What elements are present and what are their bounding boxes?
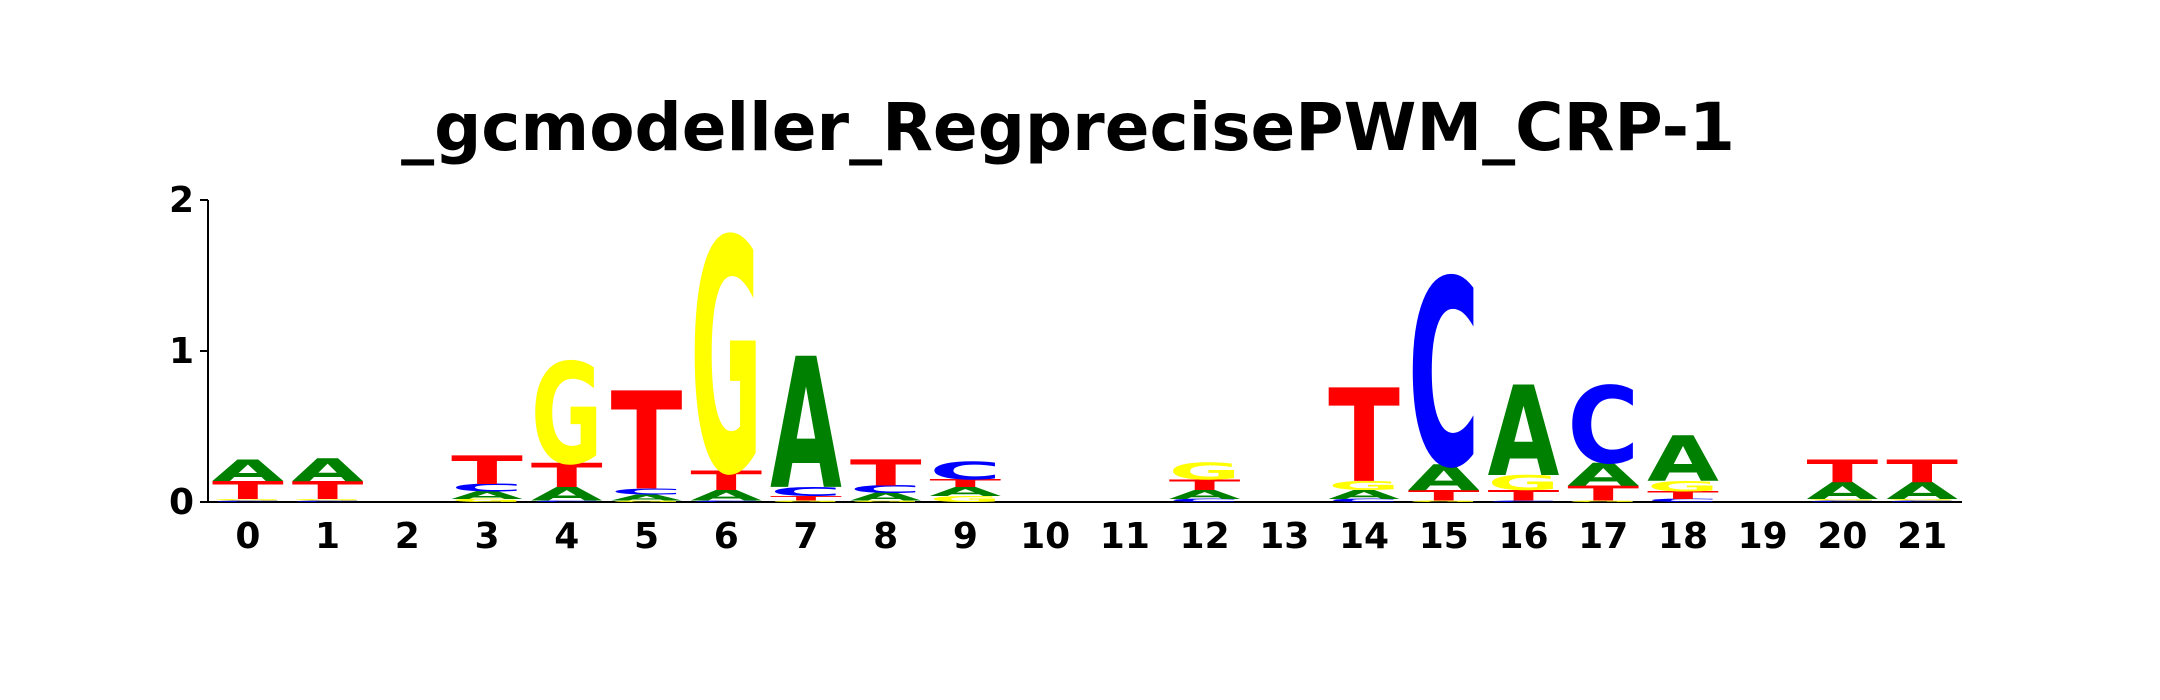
x-tick-label: 9 — [953, 516, 978, 557]
logo-letter-T: T — [1886, 454, 1958, 490]
x-tick-label: 3 — [475, 516, 500, 557]
logo-letter-A: A — [531, 483, 603, 505]
logo-letter-C: C — [451, 482, 523, 494]
logo-letter-C: C — [1886, 500, 1958, 502]
logo-letter-T: T — [770, 495, 842, 502]
logo-letter-G: G — [1169, 459, 1241, 485]
logo-letter-T: T — [1169, 476, 1241, 493]
y-tick-label: 0 — [169, 482, 194, 523]
logo-letter-A: A — [611, 493, 683, 503]
x-tick-labels: 0 1 2 3 4 5 6 7 8 9 10 11 12 13 14 15 16 17 18 19 20 21 — [235, 516, 1947, 557]
logo-letter-G: G — [1488, 471, 1560, 495]
x-tick-label: 5 — [634, 516, 659, 557]
logo-letter-T: T — [1408, 487, 1480, 504]
logo-letter-T: T — [451, 447, 523, 493]
logo-letter-C: C — [770, 485, 842, 499]
logo-letter-G: G — [1408, 500, 1480, 502]
logo-letter-A: A — [930, 485, 1002, 499]
logo-letter-A: A — [1647, 423, 1719, 495]
logo-letter-G: G — [1647, 478, 1719, 495]
logo-letter-T: T — [850, 453, 922, 494]
x-tick-label: 16 — [1498, 516, 1548, 557]
logo-letter-C: C — [930, 456, 1002, 485]
axes — [200, 199, 1962, 503]
x-tick-label: 13 — [1259, 516, 1309, 557]
logo-letter-A: A — [1408, 457, 1480, 498]
logo-letter-C: C — [1567, 365, 1639, 487]
logo-letter-C: C — [611, 487, 683, 497]
x-tick-label: 18 — [1658, 516, 1708, 557]
logo-letter-G: G — [292, 499, 364, 501]
logo-letter-G: G — [1328, 478, 1400, 493]
logo-letter-A: A — [1488, 359, 1560, 504]
x-tick-label: 10 — [1020, 516, 1070, 557]
logo-letter-C: C — [690, 500, 762, 502]
chart-title: _gcmodeller_RegprecisePWM_CRP-1 — [401, 89, 1735, 166]
logo-letter-A: A — [212, 454, 284, 488]
logo-letter-A: A — [1807, 478, 1879, 505]
logo-letter-A: A — [690, 487, 763, 504]
y-tick-label: 2 — [169, 180, 194, 221]
logo-letter-C: C — [1328, 498, 1400, 503]
x-tick-label: 6 — [714, 516, 739, 557]
logo-letter-T: T — [212, 476, 284, 505]
logo-letter-A: A — [1886, 478, 1958, 505]
x-tick-label: 14 — [1339, 516, 1389, 557]
logo-letter-A: A — [1328, 488, 1400, 502]
y-tick-label: 1 — [169, 331, 194, 372]
logo-letter-G: G — [690, 174, 762, 546]
x-tick-label: 20 — [1817, 516, 1867, 557]
x-tick-label: 8 — [873, 516, 898, 557]
logo-letter-C: C — [1488, 500, 1560, 502]
logo-letter-T: T — [690, 465, 762, 496]
logo-letter-A: A — [292, 453, 364, 489]
logo-letter-C: C — [850, 483, 922, 495]
logo-letter-A: A — [1567, 457, 1639, 493]
x-tick-label: 7 — [793, 516, 818, 557]
logo-letter-G: G — [770, 500, 842, 502]
logo-letter-T: T — [1807, 454, 1879, 490]
x-tick-label: 21 — [1897, 516, 1947, 557]
logo-letter-T: T — [1567, 481, 1639, 505]
logo-letter-T: T — [611, 365, 683, 521]
logo-letter-T: T — [1647, 489, 1719, 501]
logo-letter-C: C — [1408, 226, 1480, 525]
logo-letter-G: G — [212, 499, 284, 501]
logo-letter-T: T — [1488, 487, 1560, 504]
x-tick-label: 11 — [1100, 516, 1150, 557]
logo-letter-C: C — [1807, 500, 1879, 502]
logo-letter-T: T — [1328, 362, 1400, 512]
logo-letter-C: C — [1169, 498, 1241, 503]
logo-letter-C: C — [212, 500, 284, 502]
logo-letter-G: G — [1886, 499, 1958, 501]
y-tick-labels: 0 1 2 — [169, 180, 194, 523]
x-tick-label: 17 — [1578, 516, 1628, 557]
logo-letter-C: C — [1647, 498, 1719, 503]
x-tick-label: 12 — [1180, 516, 1230, 557]
logo-letter-C: C — [531, 500, 603, 502]
logo-letter-A: A — [451, 489, 523, 501]
logo-letter-T: T — [531, 457, 603, 495]
logo-letter-A: A — [770, 320, 842, 530]
logo-letter-T: T — [292, 476, 364, 505]
x-tick-label: 2 — [395, 516, 420, 557]
x-tick-label: 19 — [1738, 516, 1788, 557]
logo-letter-G: G — [850, 500, 922, 502]
logo-letter-G: G — [451, 498, 523, 503]
logo-letter-G: G — [1807, 499, 1879, 501]
logo-letter-G: G — [1567, 500, 1639, 502]
logo-letter-A: A — [850, 491, 922, 503]
logo-letter-A: A — [1169, 488, 1241, 502]
x-tick-label: 1 — [315, 516, 340, 557]
logo-letter-G: G — [930, 494, 1002, 504]
x-tick-label: 15 — [1419, 516, 1469, 557]
logo-letter-G: G — [611, 500, 683, 502]
logo-letter-T: T — [930, 477, 1002, 489]
logo-letter-C: C — [292, 500, 364, 502]
x-tick-label: 0 — [235, 516, 260, 557]
x-tick-label: 4 — [554, 516, 579, 557]
logo-letter-G: G — [531, 335, 603, 496]
